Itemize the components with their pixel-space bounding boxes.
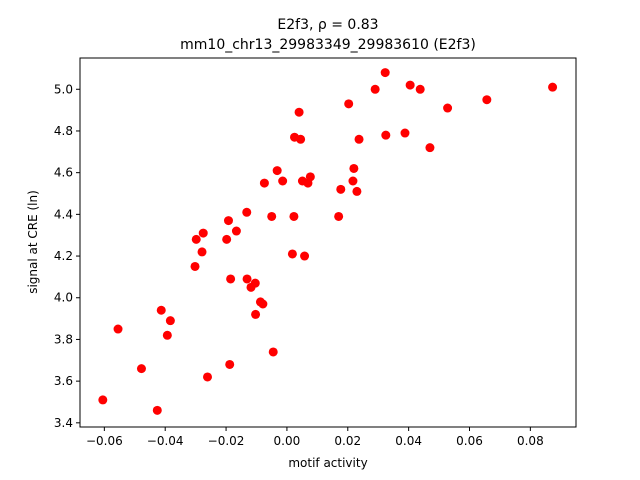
y-tick-label: 3.4: [54, 416, 73, 430]
chart-title: E2f3, ρ = 0.83: [277, 17, 378, 33]
y-tick-label: 4.0: [54, 291, 73, 305]
data-point-12: [222, 234, 232, 244]
x-tick-label: 0.08: [517, 434, 544, 448]
data-point-7: [190, 261, 200, 271]
data-point-54: [548, 82, 558, 92]
y-axis-ticks: 3.4 3.6 3.8 4.0 4.2 4.4 4.6 4.8 5.0: [54, 82, 80, 430]
x-axis-ticks: −0.06 −0.04 −0.02 0.00 0.02 0.04 0.06 0.08: [86, 427, 544, 448]
plot-frame: [79, 57, 577, 428]
data-point-10: [198, 228, 208, 238]
data-point-43: [352, 186, 362, 196]
data-point-51: [425, 143, 435, 153]
data-point-11: [202, 372, 212, 382]
y-axis-label: signal at CRE (ln): [26, 190, 40, 294]
data-point-6: [165, 316, 175, 326]
data-point-21: [251, 309, 261, 319]
data-point-27: [272, 166, 282, 176]
data-point-18: [242, 274, 252, 284]
data-point-5: [162, 330, 172, 340]
data-point-15: [226, 274, 236, 284]
x-tick-label: −0.04: [147, 434, 184, 448]
data-point-0: [98, 395, 108, 405]
data-point-3: [152, 405, 162, 415]
data-point-40: [344, 99, 354, 109]
data-point-32: [294, 107, 304, 117]
chart-subtitle: mm10_chr13_29983349_29983610 (E2f3): [180, 37, 476, 53]
x-tick-label: 0.04: [395, 434, 422, 448]
data-point-9: [197, 247, 207, 257]
data-point-37: [305, 172, 315, 182]
y-tick-label: 5.0: [54, 82, 73, 96]
y-tick-label: 4.8: [54, 124, 73, 138]
y-tick-label: 4.2: [54, 249, 73, 263]
data-point-39: [336, 184, 346, 194]
data-point-26: [268, 347, 278, 357]
data-point-25: [267, 211, 277, 221]
y-tick-label: 3.6: [54, 374, 73, 388]
data-point-14: [225, 359, 235, 369]
data-point-24: [259, 178, 269, 188]
data-point-30: [289, 211, 299, 221]
data-point-47: [381, 130, 391, 140]
x-tick-label: 0.06: [456, 434, 483, 448]
data-point-50: [415, 84, 425, 94]
data-point-42: [349, 163, 359, 173]
data-point-17: [242, 207, 252, 217]
y-tick-label: 4.6: [54, 166, 73, 180]
data-point-4: [156, 305, 166, 315]
data-points: [98, 68, 558, 415]
data-point-33: [296, 134, 306, 144]
data-point-16: [231, 226, 241, 236]
data-point-46: [380, 68, 390, 78]
data-point-1: [113, 324, 123, 334]
data-point-49: [405, 80, 415, 90]
data-point-41: [348, 176, 358, 186]
data-point-20: [250, 278, 260, 288]
x-tick-label: 0.00: [274, 434, 301, 448]
y-tick-label: 3.8: [54, 332, 73, 346]
data-point-35: [300, 251, 310, 261]
y-tick-label: 4.4: [54, 207, 73, 221]
data-point-53: [482, 95, 492, 105]
data-point-45: [370, 84, 380, 94]
x-axis-label: motif activity: [288, 456, 367, 470]
data-point-48: [400, 128, 410, 138]
data-point-28: [278, 176, 288, 186]
data-point-52: [443, 103, 453, 113]
data-point-2: [136, 364, 146, 374]
data-point-44: [354, 134, 364, 144]
x-tick-label: 0.02: [334, 434, 361, 448]
data-point-8: [191, 234, 201, 244]
data-point-38: [334, 211, 344, 221]
x-tick-label: −0.02: [208, 434, 245, 448]
data-point-29: [287, 249, 297, 259]
data-point-13: [223, 216, 233, 226]
data-point-23: [258, 299, 268, 309]
x-tick-label: −0.06: [86, 434, 123, 448]
